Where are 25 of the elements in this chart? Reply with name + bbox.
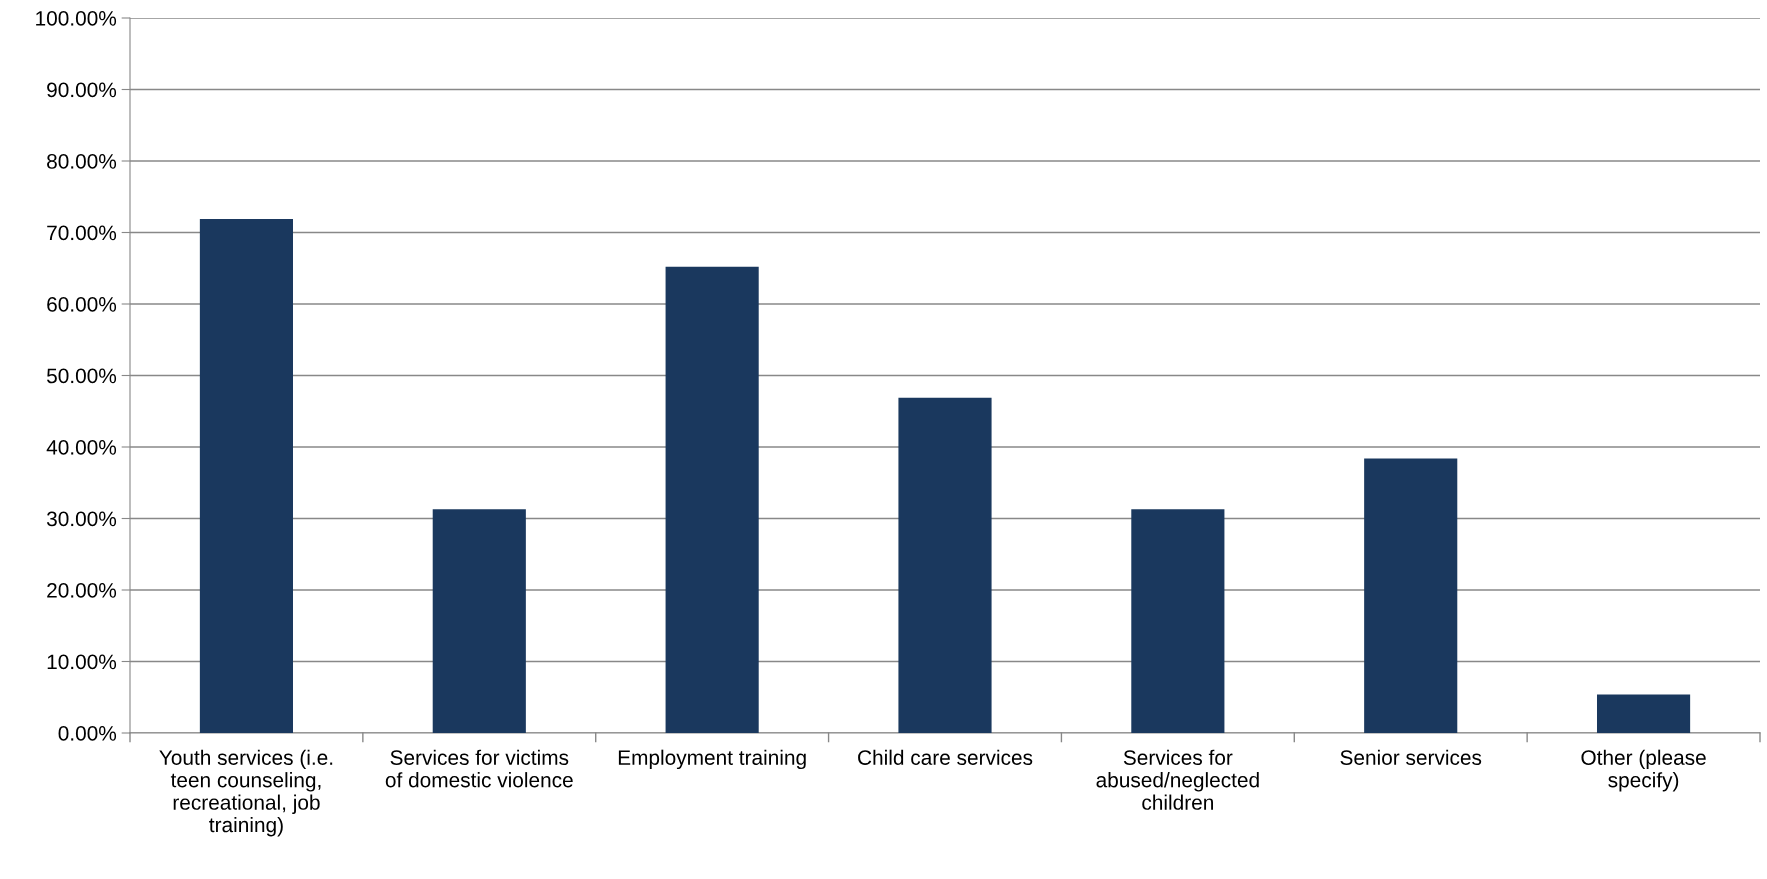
bar (432, 509, 526, 733)
y-tick-label: 100.00% (36, 11, 117, 26)
y-tick-label: 60.00% (47, 297, 117, 312)
y-tick-label: 40.00% (46, 440, 117, 455)
bar (1597, 694, 1691, 733)
x-tick-label: Services for abused/neglected children (1096, 749, 1259, 810)
x-tick-label: Child care services (858, 749, 1033, 765)
y-tick-label: 90.00% (47, 82, 117, 98)
bar (1131, 509, 1225, 733)
x-tick-label: Senior services (1340, 749, 1482, 765)
x-tick-label: Employment training (618, 749, 806, 770)
bar (1364, 458, 1458, 733)
y-tick-label: 20.00% (47, 583, 117, 598)
bar (898, 397, 992, 733)
y-tick-label: 70.00% (47, 225, 117, 241)
x-tick-label: Other (please specify) (1581, 749, 1706, 792)
x-tick-label: Youth services (i.e. teen counseling, recreational, job training) (159, 749, 333, 837)
y-tick-label: 50.00% (46, 368, 117, 384)
y-tick-label: 30.00% (46, 511, 117, 527)
bar (665, 266, 759, 733)
y-tick-label: 80.00% (47, 154, 117, 169)
x-tick-label: Services for victims of domestic violence (385, 749, 573, 788)
bar (199, 218, 293, 733)
y-tick-label: 10.00% (47, 654, 117, 670)
y-tick-label: 0.00% (58, 726, 117, 741)
